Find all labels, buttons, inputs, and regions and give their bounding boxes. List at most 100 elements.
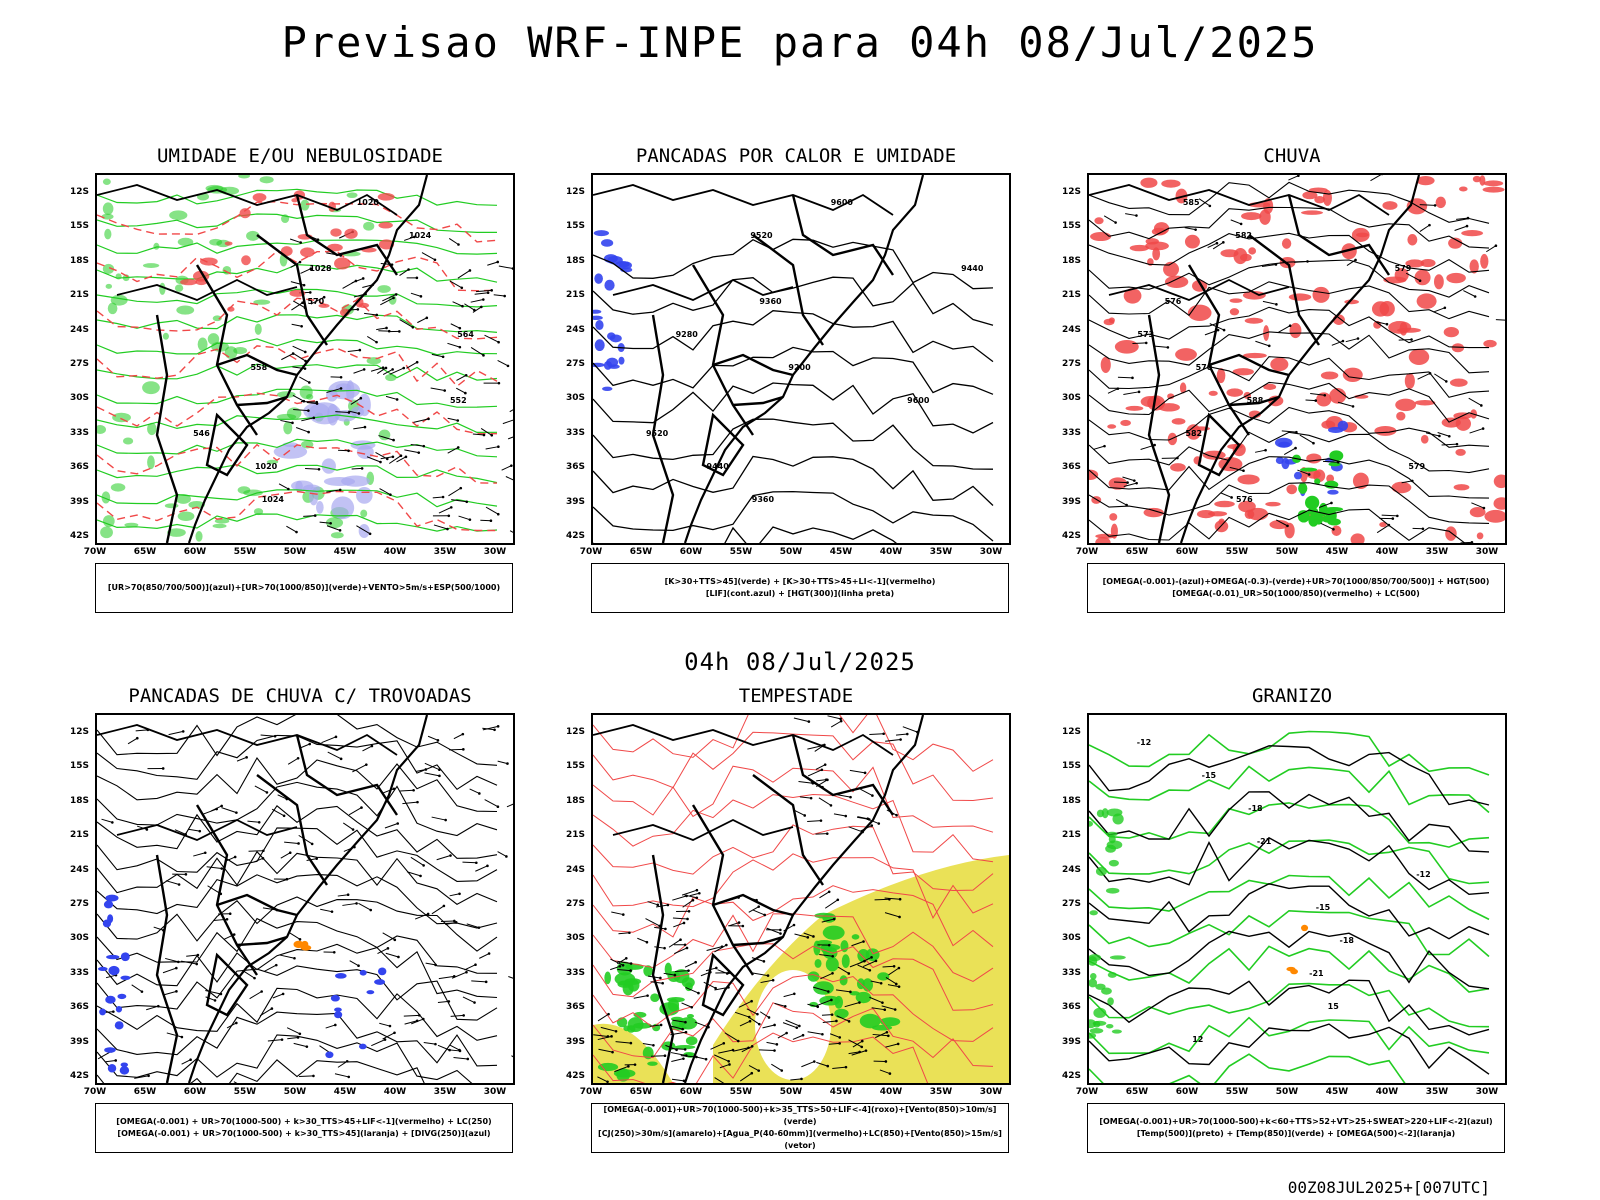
field-patch (1105, 887, 1120, 894)
panel-title: PANCADAS POR CALOR E UMIDADE (635, 145, 957, 167)
wind-vector (1305, 399, 1318, 402)
legend-line: [OMEGA(-0.001) + UR>70(1000-500) + k>30_… (116, 1117, 492, 1126)
wind-vector (719, 1063, 731, 1069)
wind-vector (597, 1012, 610, 1022)
wind-vector (353, 425, 367, 430)
wind-vector (706, 945, 724, 951)
wind-vector (399, 319, 415, 329)
field-patch (1483, 180, 1504, 187)
wind-vector (205, 990, 223, 996)
wind-vector (271, 808, 286, 818)
field-patch (1107, 424, 1117, 429)
longitude-tick: 35W (1425, 547, 1449, 557)
wind-vector (671, 1078, 686, 1083)
field-patch (104, 1047, 116, 1053)
map-area: 1020 1024 1028 570 564 558 552 546 1020 1024 (95, 173, 515, 545)
contour-label: 1024 (262, 495, 285, 504)
contour-line (1089, 883, 1490, 940)
wind-vector (425, 962, 437, 967)
latitude-tick: 36S (1061, 1002, 1081, 1013)
field-patch (293, 940, 304, 949)
wind-vector (714, 1077, 725, 1083)
wind-vector (816, 998, 833, 1007)
field-patch (593, 230, 610, 237)
wind-vector (852, 1039, 864, 1048)
wind-vector (350, 396, 363, 405)
latitude-tick: 42S (565, 1071, 585, 1081)
wind-vector (131, 984, 144, 993)
wind-vector (714, 943, 728, 953)
wind-vector (751, 957, 766, 963)
latitude-tick: 36S (69, 462, 89, 473)
contour-line (1089, 281, 1490, 320)
field-patch (321, 458, 336, 474)
wind-vector (165, 957, 180, 964)
border-line (295, 734, 398, 816)
wind-vector (821, 1013, 834, 1016)
contour-label: 570 (307, 297, 324, 306)
wind-vector (404, 235, 416, 241)
field-patch (120, 1062, 129, 1068)
wind-vector (445, 921, 458, 925)
wind-vector (487, 260, 500, 266)
wind-vector (193, 851, 207, 857)
wind-vector (1468, 397, 1483, 407)
longitude-tick: 65W (1125, 1087, 1149, 1097)
wind-vector (134, 1074, 150, 1079)
contour-line (97, 314, 498, 333)
border-line (612, 818, 794, 841)
legend-box: [UR>70(850/700/500)](azul)+[UR>70(1000/8… (95, 563, 513, 613)
field-patch (207, 333, 220, 345)
field-patch (103, 900, 114, 909)
field-patch (300, 247, 315, 258)
wind-vector (382, 932, 397, 942)
field-patch (685, 1036, 698, 1046)
longitude-tick: 45W (333, 1087, 357, 1097)
wind-vector (508, 976, 513, 979)
contour-line (1089, 836, 1490, 896)
wind-vector (1283, 446, 1297, 456)
wind-vector (642, 1042, 655, 1047)
wind-vector (273, 877, 289, 881)
wind-vector (618, 931, 631, 935)
wind-vector (370, 366, 385, 372)
field-patch (346, 192, 358, 199)
wind-vector (1310, 393, 1327, 397)
border-line (256, 234, 328, 346)
wind-vector (887, 984, 901, 988)
field-patch (273, 444, 308, 459)
wind-vector (817, 943, 831, 947)
field-patch (120, 975, 131, 980)
field-patch (167, 528, 186, 537)
wind-vector (837, 966, 851, 975)
field-patch (119, 1066, 130, 1075)
wind-vector (427, 735, 440, 742)
longitude-tick: 50W (283, 547, 307, 557)
wind-vector (389, 454, 403, 464)
field-patch (633, 1022, 652, 1029)
wind-vector (832, 1065, 848, 1070)
field-patch (1404, 373, 1415, 389)
field-patch (378, 967, 387, 976)
wind-vector (280, 851, 292, 859)
wind-vector (356, 525, 372, 536)
panel-title: GRANIZO (1251, 685, 1333, 707)
longitude-tick: 65W (133, 1087, 157, 1097)
wind-vector (860, 788, 874, 797)
field-patch (1095, 983, 1106, 990)
longitude-tick: 50W (1275, 1087, 1299, 1097)
wind-vector (436, 854, 452, 861)
map-panel: UMIDADE E/OU NEBULOSIDADE 1020 1024 1028 570… (65, 145, 535, 635)
wind-vector (1261, 263, 1278, 268)
latitude-tick: 39S (1061, 496, 1081, 507)
latitude-tick: 42S (69, 531, 89, 541)
wind-vector (431, 816, 447, 822)
border-line (155, 854, 179, 1083)
wind-vector (376, 326, 388, 331)
contour-line (1089, 745, 1490, 806)
contour-label: 9600 (831, 198, 854, 207)
longitude-tick: 70W (83, 1087, 107, 1097)
field-patch (601, 239, 614, 247)
longitude-tick: 60W (183, 547, 207, 557)
field-patch (1140, 395, 1161, 408)
